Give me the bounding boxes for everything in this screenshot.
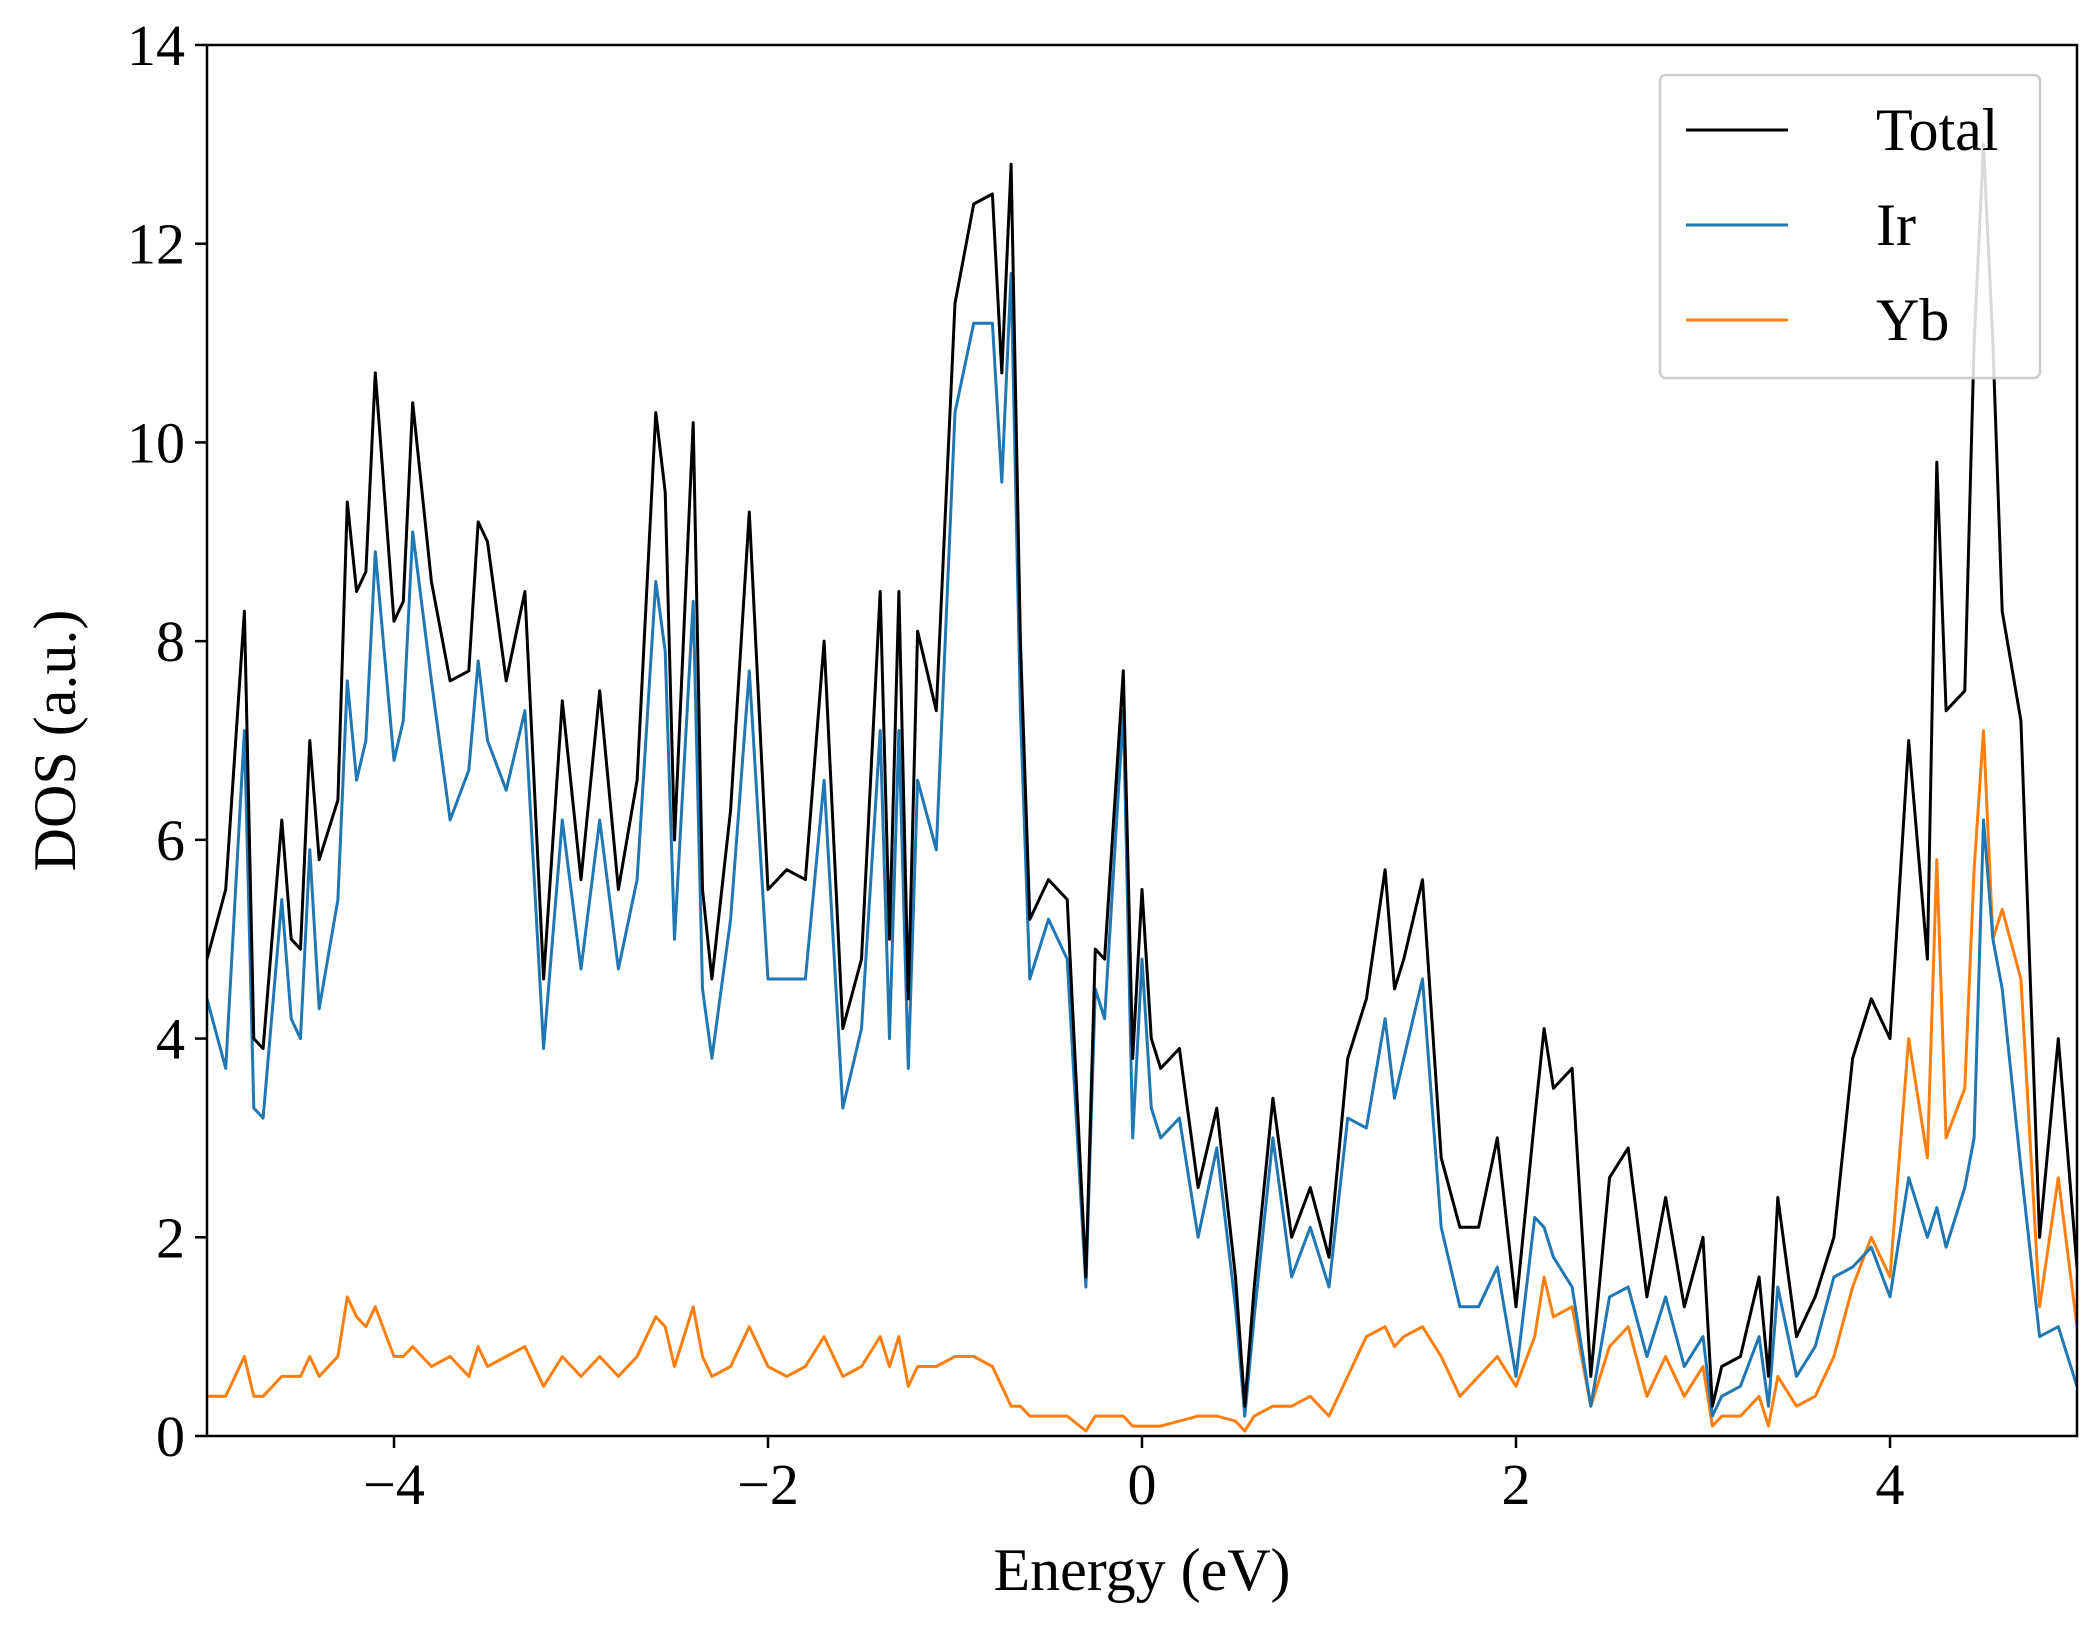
x-tick-label: 4 <box>1876 1452 1905 1517</box>
y-tick-label: 8 <box>156 609 185 674</box>
legend-label-yb: Yb <box>1876 287 1949 353</box>
x-axis: −4 −2 0 2 4 <box>363 1436 1905 1517</box>
y-axis: 0 2 4 6 8 10 12 14 <box>127 13 207 1469</box>
y-tick-label: 6 <box>156 808 185 873</box>
legend-label-total: Total <box>1876 97 1998 163</box>
y-tick-label: 2 <box>156 1205 185 1270</box>
y-axis-title: DOS (a.u.) <box>22 610 88 872</box>
x-tick-label: 2 <box>1502 1452 1531 1517</box>
y-tick-label: 4 <box>156 1007 185 1072</box>
y-tick-label: 0 <box>156 1404 185 1469</box>
legend-label-ir: Ir <box>1876 192 1916 258</box>
series-line-yb <box>207 729 2077 1433</box>
series-line-ir <box>207 272 2077 1418</box>
x-tick-label: −2 <box>737 1452 799 1517</box>
y-tick-label: 12 <box>127 212 185 277</box>
y-tick-label: 10 <box>127 410 185 475</box>
x-tick-label: −4 <box>363 1452 425 1517</box>
series-line-total <box>207 142 2077 1408</box>
x-axis-title: Energy (eV) <box>993 1537 1290 1603</box>
series-layer <box>207 142 2077 1433</box>
y-tick-label: 14 <box>127 13 185 78</box>
legend: Total Ir Yb <box>1658 73 2042 380</box>
legend-box <box>1658 73 2042 380</box>
x-tick-label: 0 <box>1128 1452 1157 1517</box>
